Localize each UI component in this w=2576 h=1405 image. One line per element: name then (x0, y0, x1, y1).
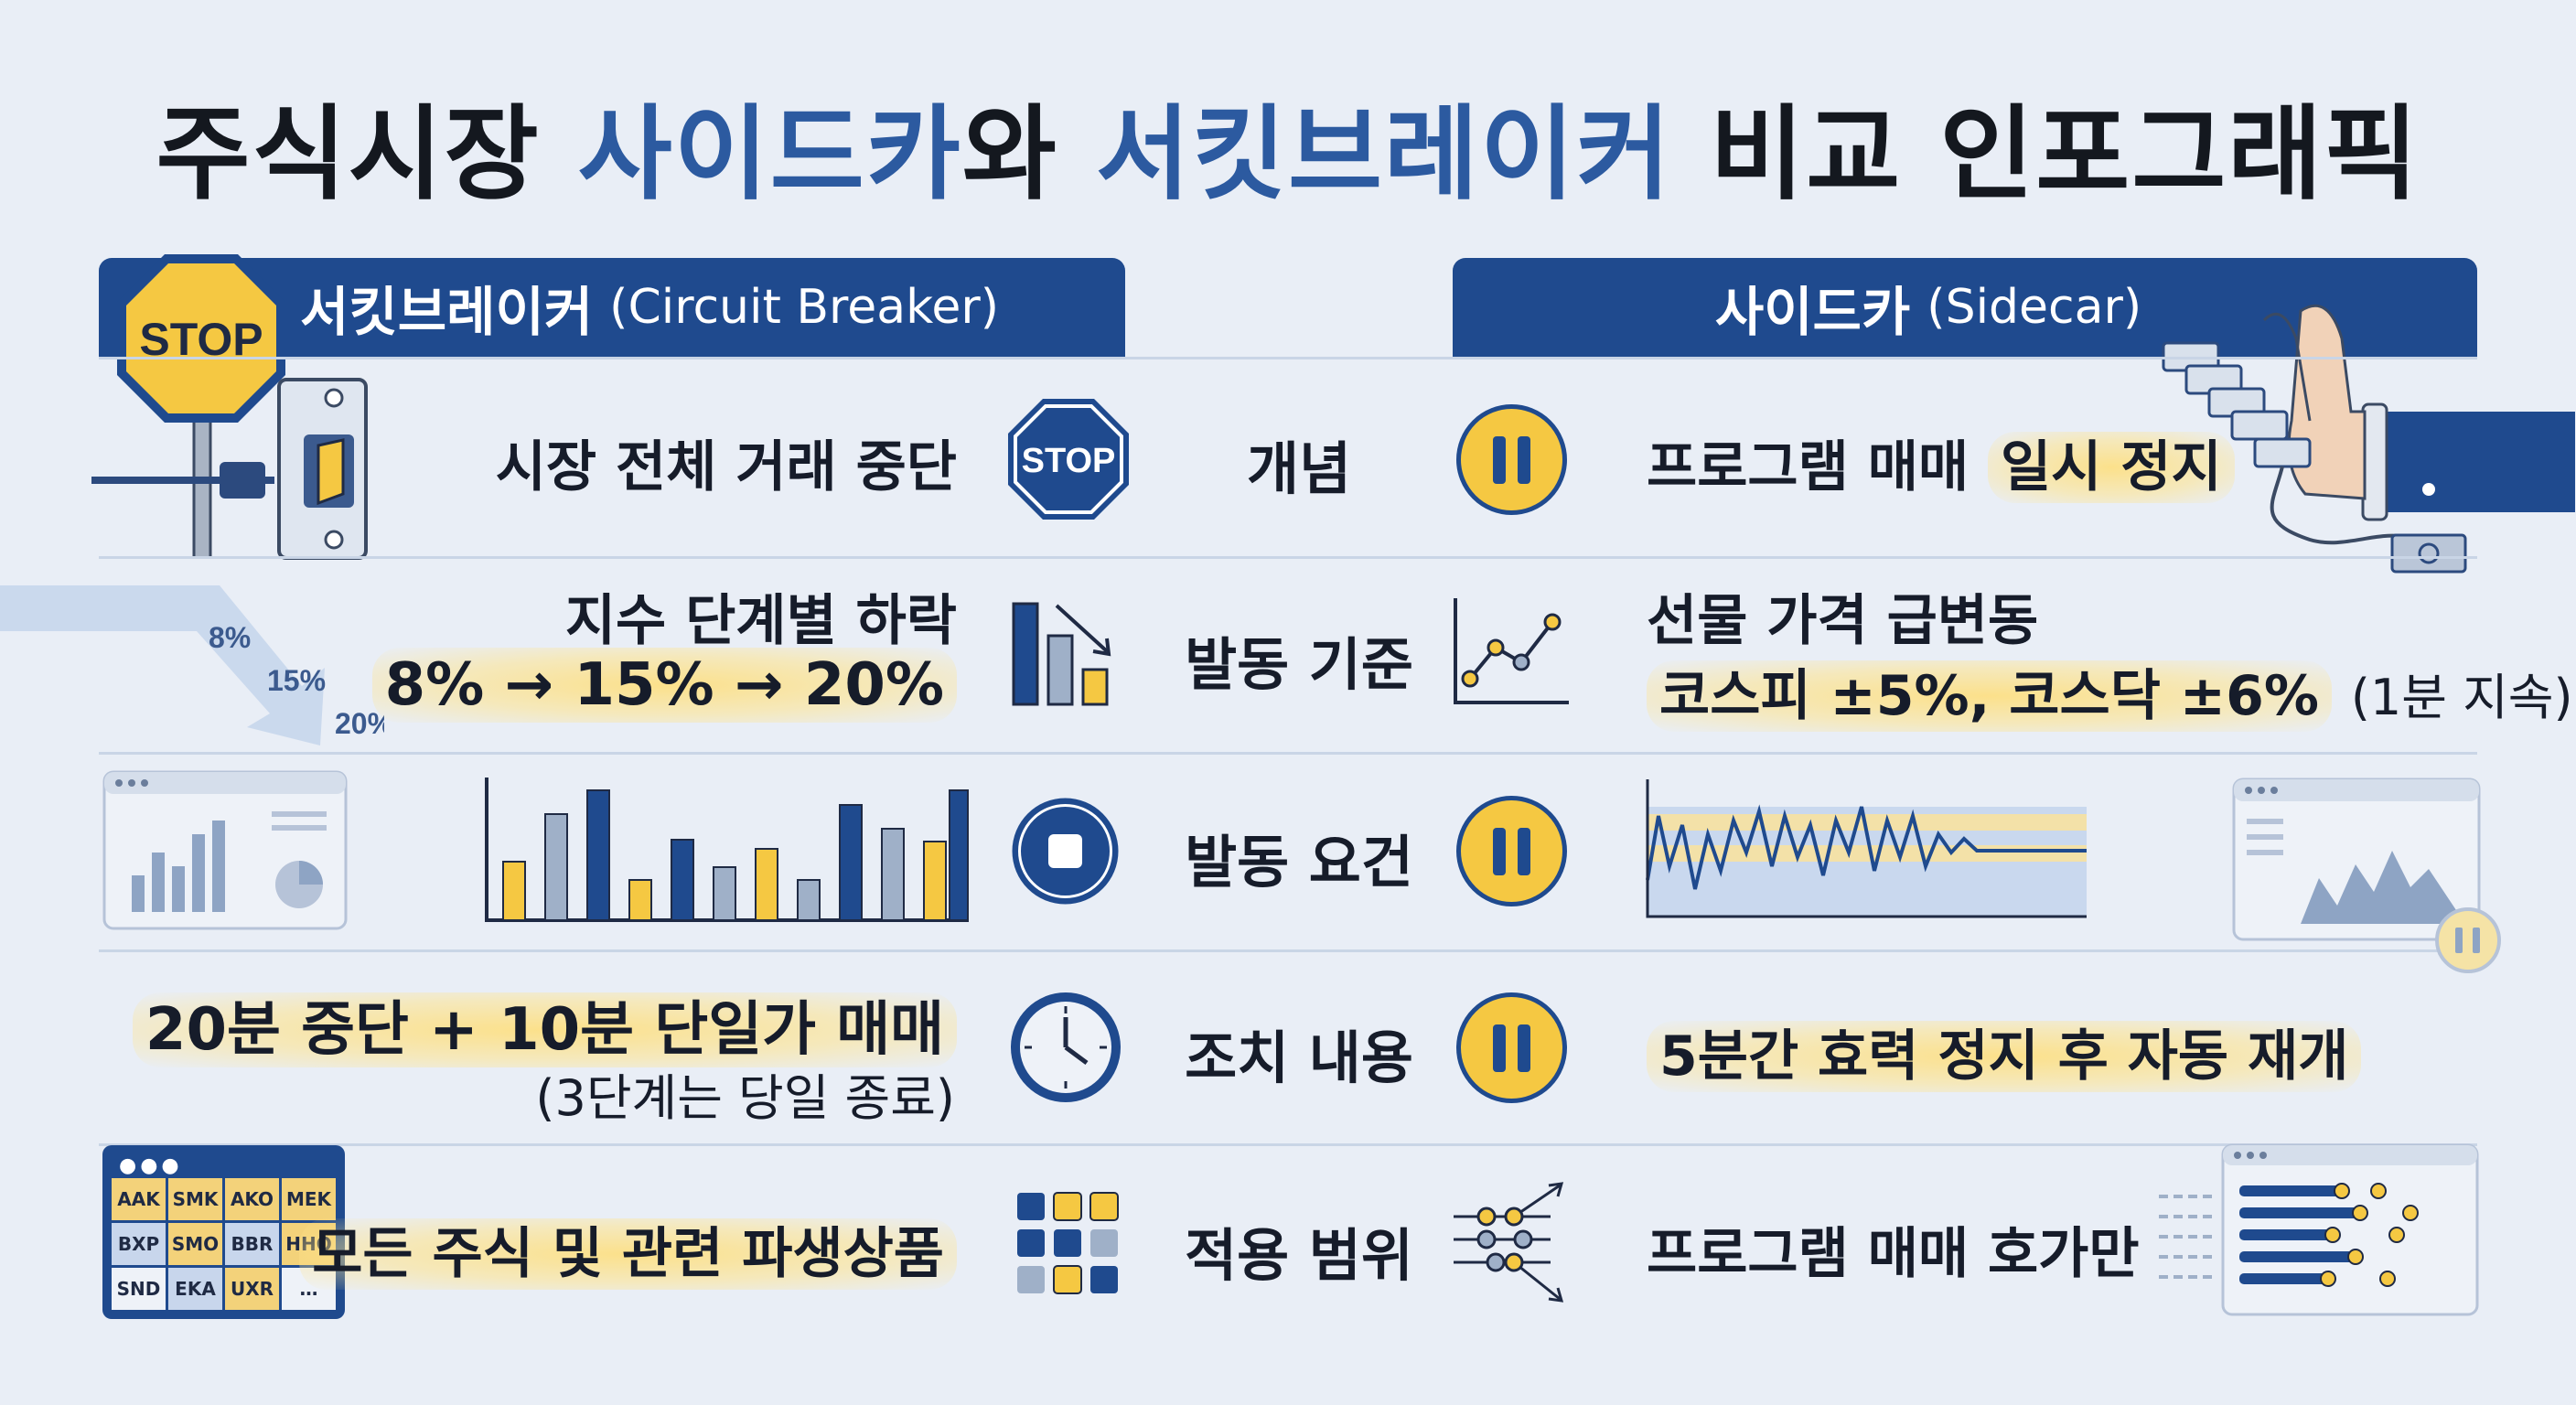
sc-concept-highlight: 일시 정지 (1987, 432, 2235, 503)
ticker-cell: MEK (282, 1178, 336, 1220)
ticker-cell: UXR (225, 1268, 279, 1310)
sc-criteria-detail-line: 코스피 ±5%, 코스닥 ±6% (1분 지속) (1647, 651, 2573, 732)
category-action: 조치 내용 (1185, 1024, 1413, 1091)
cb-criteria-title: 지수 단계별 하락 (564, 589, 957, 653)
cb-criteria-steps-text: 8% → 15% → 20% (371, 648, 957, 723)
row-divider (99, 357, 2477, 359)
sc-action-line: 5분간 효력 정지 후 자동 재개 (1647, 1012, 2362, 1092)
stop-sign-pole-icon: STOP (117, 254, 285, 558)
page-title: 주식시장 사이드카와 서킷브레이커 비교 인포그래픽 (0, 71, 2576, 220)
ticker-cell: AKO (225, 1178, 279, 1220)
pause-icon (1456, 992, 1567, 1103)
stop-sign-text: STOP (139, 314, 263, 365)
falling-bars-icon (1012, 602, 1111, 706)
cb-scope-line: 모든 주식 및 관련 파생상품 (299, 1209, 957, 1290)
stop-octagon-icon: STOP (1008, 399, 1129, 520)
filter-routing-icon (1454, 1182, 1564, 1303)
stop-octagon-text: STOP (1022, 442, 1116, 480)
row-divider (99, 949, 2477, 952)
ticker-table-dots: ●●● (119, 1154, 183, 1177)
sc-criteria-detail: 코스피 ±5%, 코스닥 ±6% (1647, 660, 2332, 732)
pause-icon (1456, 796, 1567, 906)
cb-scope: 모든 주식 및 관련 파생상품 (299, 1218, 957, 1290)
ticker-cell: SMO (168, 1223, 222, 1265)
order-queue-icon (2159, 1143, 2479, 1316)
cb-action-main: 20분 중단 + 10분 단일가 매매 (132, 992, 957, 1067)
sc-concept-text: 프로그램 매매 일시 정지 (1647, 423, 2235, 503)
sc-scope: 프로그램 매매 호가만 (1647, 1222, 2140, 1286)
hand-stop-program-icon (2162, 304, 2575, 574)
cb-criteria-steps: 8% → 15% → 20% (371, 648, 957, 723)
category-concept: 개념 (1246, 435, 1352, 502)
clock-icon (1011, 992, 1121, 1102)
cb-concept-text: 시장 전체 거래 중단 (495, 435, 957, 499)
ticker-cell: SMK (168, 1178, 222, 1220)
circuit-breaker-switch-icon (91, 378, 368, 560)
row-divider (99, 1143, 2477, 1146)
circuit-breaker-header-name: 서킷브레이커 (300, 281, 594, 343)
ticker-cell: BBR (225, 1223, 279, 1265)
category-requirements: 발동 요건 (1185, 829, 1413, 896)
title-sidecar: 사이드카 (577, 95, 962, 214)
sc-criteria-title: 선물 가격 급변동 (1647, 589, 2039, 653)
decline-arrow-icon: 8% 15% 20% (0, 585, 384, 745)
dashboard-bars-icon (102, 770, 348, 930)
arrow-label-20: 20% (335, 707, 384, 740)
paused-dashboard-icon (2232, 778, 2501, 973)
sidecar-header-name: 사이드카 (1714, 281, 1911, 343)
line-chart-icon (1454, 598, 1569, 704)
title-part-3: 와 (961, 95, 1096, 214)
arrow-label-15: 15% (267, 664, 326, 697)
category-criteria: 발동 기준 (1185, 631, 1413, 698)
ticker-cell: AAK (112, 1178, 166, 1220)
title-part-1: 주식시장 (156, 95, 578, 214)
ticker-cell: SND (112, 1268, 166, 1310)
bar-chart-illustration (485, 778, 969, 922)
cb-action-main-line: 20분 중단 + 10분 단일가 매매 (132, 982, 957, 1067)
ticker-cell: BXP (112, 1223, 166, 1265)
title-part-5: 비교 인포그래픽 (1672, 95, 2420, 214)
stop-button-icon (1012, 798, 1119, 905)
cb-action-sub: (3단계는 당일 종료) (535, 1069, 955, 1127)
sidecar-header-sub: (Sidecar) (1927, 280, 2142, 335)
row-divider (99, 556, 2477, 559)
sc-action: 5분간 효력 정지 후 자동 재개 (1647, 1021, 2362, 1092)
volatility-chart-illustration (1646, 779, 2087, 918)
row-divider (99, 752, 2477, 755)
grid-icon (1017, 1192, 1119, 1294)
sc-concept-part-1: 프로그램 매매 (1647, 435, 1988, 499)
category-scope: 적용 범위 (1185, 1222, 1413, 1289)
ticker-cell: EKA (168, 1268, 222, 1310)
arrow-label-8: 8% (209, 621, 251, 654)
title-circuit-breaker: 서킷브레이커 (1095, 95, 1673, 214)
circuit-breaker-header-sub: (Circuit Breaker) (609, 280, 1000, 335)
sc-criteria-note: (1분 지속) (2350, 669, 2573, 726)
pause-icon (1456, 404, 1567, 515)
